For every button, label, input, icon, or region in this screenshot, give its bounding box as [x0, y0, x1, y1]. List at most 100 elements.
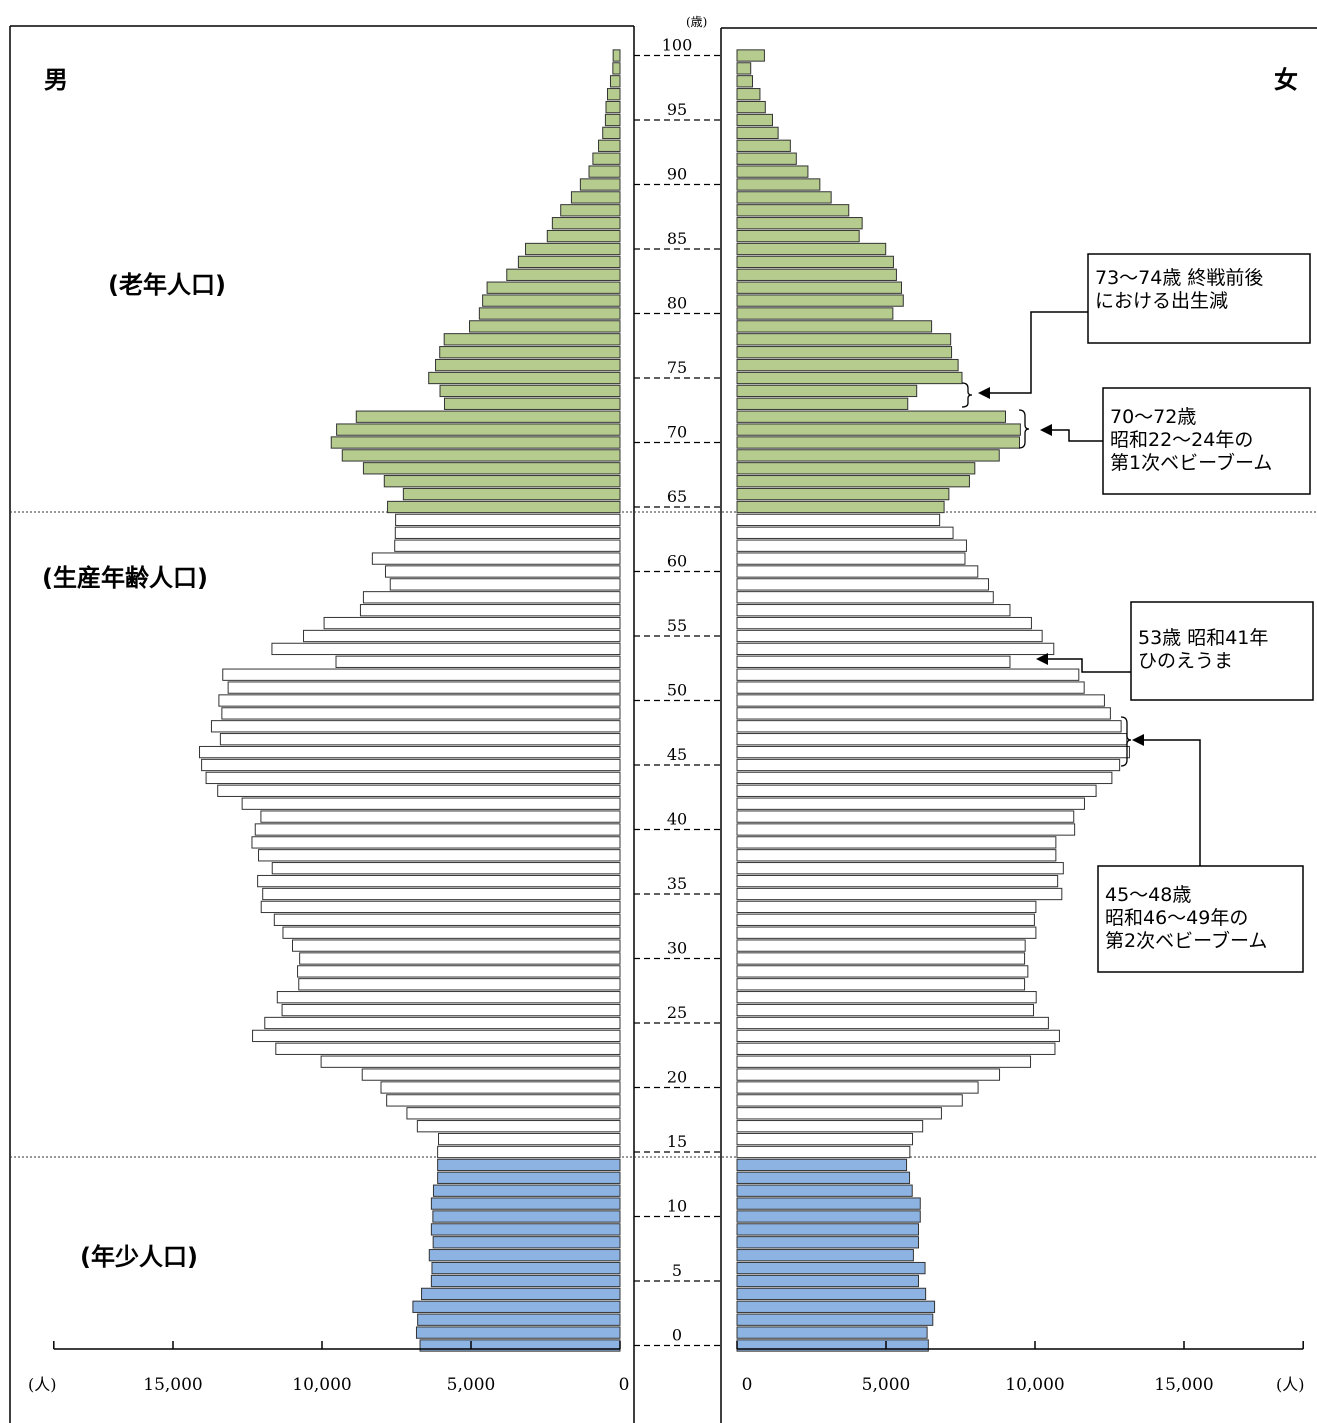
age-tick-label: 60 [667, 552, 687, 571]
male-bar [525, 242, 621, 256]
male-bar [435, 358, 621, 372]
male-bar [612, 49, 621, 62]
female-bar [736, 487, 950, 501]
female-bar [736, 410, 1006, 423]
female-bar [736, 242, 887, 256]
annotation-text: 昭和46～49年の [1105, 907, 1248, 929]
female-bar [736, 62, 752, 75]
age-tick-label: 50 [667, 681, 687, 700]
age-tick-label: 20 [667, 1068, 687, 1087]
female-bar [736, 900, 1037, 914]
female-bar [736, 952, 1026, 965]
female-bar [736, 1107, 942, 1120]
female-bar [736, 255, 894, 269]
age-tick-label: 70 [667, 423, 687, 442]
male-bar [439, 346, 621, 359]
male-bar [394, 526, 621, 539]
female-bar [736, 1132, 914, 1146]
group-label-elderly: (老年人口) [108, 271, 226, 299]
male-bar [260, 900, 621, 914]
male-bar [260, 810, 621, 823]
female-bar [736, 1300, 936, 1313]
male-bar [297, 965, 621, 978]
male-bar [588, 165, 621, 178]
annotation-hinoeuma: 53歳 昭和41年 ひのえうま [1036, 601, 1314, 701]
male-bars [199, 49, 621, 1352]
female-bar [736, 604, 1011, 617]
female-bar [736, 333, 952, 346]
female-bar [736, 307, 894, 320]
female-bar [736, 152, 797, 165]
male-bar [219, 733, 621, 746]
male-bar [430, 1197, 621, 1210]
female-bar [736, 1120, 924, 1133]
female-bar [736, 978, 1026, 991]
male-bar [362, 591, 621, 604]
male-bar [252, 1029, 621, 1043]
female-bar [736, 178, 821, 191]
female-bar [736, 126, 779, 140]
male-bar [560, 204, 621, 217]
female-bar [736, 642, 1055, 656]
female-label: 女 [1274, 66, 1298, 94]
female-bar [736, 694, 1105, 707]
female-bar [736, 139, 791, 152]
male-bar [437, 1158, 621, 1172]
male-bar [602, 126, 621, 140]
male-bar [380, 1081, 621, 1094]
female-x-tick-label: 15,000 [1154, 1375, 1213, 1395]
male-bar [217, 784, 621, 797]
female-bar [736, 191, 832, 204]
male-bar [264, 1016, 621, 1030]
male-bar [257, 874, 621, 888]
female-bar [736, 1068, 1001, 1081]
male-bar [271, 862, 621, 875]
male-bar [428, 371, 621, 385]
male-bar [383, 475, 621, 488]
male-bar [486, 281, 621, 294]
male-x-tick-label: 10,000 [292, 1375, 351, 1395]
female-bar [736, 75, 753, 88]
female-bar [736, 797, 1085, 810]
female-bar [736, 758, 1121, 772]
female-bar [736, 874, 1059, 888]
annotation-text: 53歳 昭和41年 [1138, 627, 1268, 649]
male-bar [361, 1068, 621, 1081]
female-bar [736, 733, 1128, 746]
age-tick-label: 65 [667, 487, 687, 506]
female-bar [736, 384, 918, 398]
female-bar [736, 1158, 908, 1172]
male-bar [341, 449, 621, 462]
female-bar [736, 565, 979, 578]
female-bar [736, 436, 1021, 449]
age-tick-label: 0 [672, 1326, 682, 1345]
male-bar [386, 1094, 621, 1107]
annotation-first-baby-boom: 70～72歳 昭和22～24年の 第1次ベビーブーム [1018, 387, 1311, 495]
female-bar [736, 784, 1097, 797]
female-bar [736, 591, 994, 604]
male-bar [303, 629, 621, 643]
annotation-text: 第1次ベビーブーム [1110, 451, 1272, 474]
age-tick-label: 95 [667, 100, 687, 119]
female-bar [736, 629, 1043, 643]
male-bar [330, 436, 621, 449]
age-tick-label: 5 [672, 1261, 682, 1280]
female-x-tick-label: 0 [742, 1375, 753, 1395]
male-x-tick-label: 0 [619, 1375, 630, 1395]
male-bar [298, 978, 621, 991]
female-bar [736, 1287, 927, 1301]
male-bar [430, 1223, 621, 1236]
male-bar [606, 88, 621, 101]
male-bar [384, 565, 621, 578]
female-bar [736, 423, 1021, 436]
female-bar [736, 552, 966, 565]
age-tick-label: 75 [667, 358, 687, 377]
female-bar [736, 926, 1037, 939]
male-bar [517, 255, 621, 269]
female-bar [736, 668, 1080, 681]
male-bar [336, 423, 621, 436]
age-tick-label: 55 [667, 616, 687, 635]
female-bar [736, 887, 1063, 901]
age-unit-label: (歳) [686, 15, 707, 29]
annotation-text: 第2次ベビーブーム [1105, 929, 1267, 952]
